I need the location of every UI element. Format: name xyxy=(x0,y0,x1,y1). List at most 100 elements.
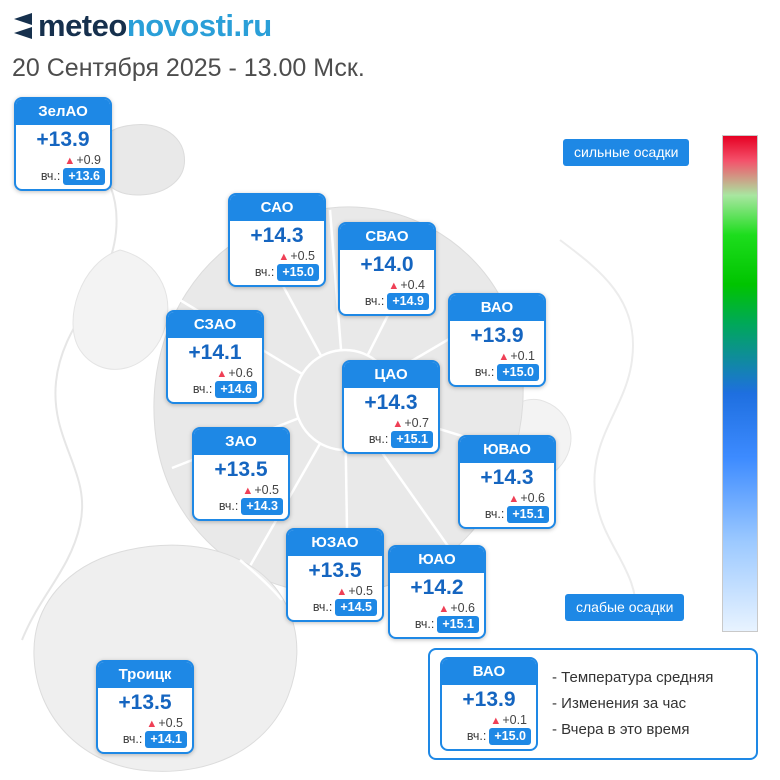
district-change-value: +0.1 xyxy=(510,349,535,363)
district-change: ▲+0.1 xyxy=(450,348,544,363)
district-change: ▲+0.1 xyxy=(442,712,536,727)
district-temp: +13.9 xyxy=(470,324,524,347)
district-change-value: +0.5 xyxy=(254,483,279,497)
yesterday-value: +13.6 xyxy=(63,168,105,185)
up-triangle-icon: ▲ xyxy=(508,493,520,505)
district-name: ЮАО xyxy=(390,547,484,573)
district-name: САО xyxy=(230,195,324,221)
district-temp: +13.9 xyxy=(36,128,90,151)
district-change-value: +0.6 xyxy=(228,366,253,380)
district-change: ▲+0.5 xyxy=(98,715,192,730)
district-card-vao: ВАО +13.9 ▲+0.1 вч.: +15.0 xyxy=(448,293,546,387)
district-temp: +14.1 xyxy=(188,341,242,364)
yesterday-value: +15.0 xyxy=(277,264,319,281)
yesterday-value: +14.1 xyxy=(145,731,187,748)
yesterday-label: вч.: xyxy=(40,169,61,183)
district-temp: +14.3 xyxy=(364,391,418,414)
up-triangle-icon: ▲ xyxy=(388,280,400,292)
district-name: ВАО xyxy=(450,295,544,321)
yesterday-value: +14.6 xyxy=(215,381,257,398)
legend-strong-precip-label: сильные осадки xyxy=(563,139,690,166)
yesterday-value: +14.9 xyxy=(387,293,429,310)
yesterday-label: вч.: xyxy=(312,600,333,614)
yesterday-value: +14.5 xyxy=(335,599,377,616)
legend-info-card: ВАО +13.9 ▲+0.1 вч.: +15.0 - Температура … xyxy=(428,648,758,760)
yesterday-label: вч.: xyxy=(466,729,487,743)
site-logo[interactable]: meteonovosti.ru xyxy=(12,8,365,44)
district-yesterday: вч.: +15.0 xyxy=(442,727,536,749)
district-change-value: +0.1 xyxy=(502,713,527,727)
district-change-value: +0.4 xyxy=(400,278,425,292)
district-temp: +14.0 xyxy=(360,253,414,276)
district-change-value: +0.6 xyxy=(520,491,545,505)
district-change-value: +0.5 xyxy=(348,584,373,598)
yesterday-value: +15.1 xyxy=(391,431,433,448)
district-yesterday: вч.: +14.3 xyxy=(194,497,288,519)
district-name: ЦАО xyxy=(344,362,438,388)
district-card-szao: СЗАО +14.1 ▲+0.6 вч.: +14.6 xyxy=(166,310,264,404)
district-name: ВАО xyxy=(442,659,536,685)
up-triangle-icon: ▲ xyxy=(216,368,228,380)
precip-intensity-scale xyxy=(722,135,758,632)
yesterday-label: вч.: xyxy=(254,265,275,279)
yesterday-label: вч.: xyxy=(368,432,389,446)
up-triangle-icon: ▲ xyxy=(146,718,158,730)
legend-line-yesterday: - Вчера в это время xyxy=(552,721,690,739)
district-temp: +14.3 xyxy=(250,224,304,247)
legend-explanations: - Температура средняя - Изменения за час… xyxy=(552,665,713,744)
district-temp: +14.3 xyxy=(480,466,534,489)
district-yesterday: вч.: +14.1 xyxy=(98,730,192,752)
district-yesterday: вч.: +13.6 xyxy=(16,167,110,189)
district-card-cao: ЦАО +14.3 ▲+0.7 вч.: +15.1 xyxy=(342,360,440,454)
district-temp: +13.5 xyxy=(214,458,268,481)
up-triangle-icon: ▲ xyxy=(278,251,290,263)
up-triangle-icon: ▲ xyxy=(490,715,502,727)
up-triangle-icon: ▲ xyxy=(392,418,404,430)
district-change: ▲+0.6 xyxy=(390,600,484,615)
district-change-value: +0.9 xyxy=(76,153,101,167)
district-temp: +13.9 xyxy=(462,688,516,711)
legend-line-temperature: - Температура средняя xyxy=(552,668,714,686)
district-change: ▲+0.6 xyxy=(460,490,554,505)
district-name: ЗАО xyxy=(194,429,288,455)
district-temp: +14.2 xyxy=(410,576,464,599)
district-change: ▲+0.5 xyxy=(194,482,288,497)
yesterday-value: +15.0 xyxy=(497,364,539,381)
yesterday-label: вч.: xyxy=(218,499,239,513)
district-card-yuao: ЮАО +14.2 ▲+0.6 вч.: +15.1 xyxy=(388,545,486,639)
district-change-value: +0.6 xyxy=(450,601,475,615)
yesterday-label: вч.: xyxy=(364,294,385,308)
yesterday-label: вч.: xyxy=(474,365,495,379)
up-triangle-icon: ▲ xyxy=(336,586,348,598)
district-card-svao: СВАО +14.0 ▲+0.4 вч.: +14.9 xyxy=(338,222,436,316)
yesterday-value: +15.1 xyxy=(437,616,479,633)
district-name: ЮВАО xyxy=(460,437,554,463)
site-header: meteonovosti.ru 20 Сентября 2025 - 13.00… xyxy=(12,8,365,83)
district-change: ▲+0.5 xyxy=(230,248,324,263)
district-change-value: +0.5 xyxy=(290,249,315,263)
up-triangle-icon: ▲ xyxy=(242,485,254,497)
district-card-sao: САО +14.3 ▲+0.5 вч.: +15.0 xyxy=(228,193,326,287)
district-name: ЮЗАО xyxy=(288,530,382,556)
district-yesterday: вч.: +15.1 xyxy=(390,615,484,637)
yesterday-label: вч.: xyxy=(192,382,213,396)
yesterday-value: +15.0 xyxy=(489,728,531,745)
up-triangle-icon: ▲ xyxy=(64,155,76,167)
logo-text-novosti: novosti.ru xyxy=(126,8,272,43)
up-triangle-icon: ▲ xyxy=(438,603,450,615)
up-triangle-icon: ▲ xyxy=(498,351,510,363)
district-yesterday: вч.: +15.1 xyxy=(460,505,554,527)
district-temp: +13.5 xyxy=(118,691,172,714)
district-yesterday: вч.: +15.0 xyxy=(230,263,324,285)
legend-line-hourly-change: - Изменения за час xyxy=(552,694,687,712)
district-yesterday: вч.: +14.5 xyxy=(288,598,382,620)
district-change: ▲+0.7 xyxy=(344,415,438,430)
yesterday-label: вч.: xyxy=(414,617,435,631)
district-yesterday: вч.: +15.1 xyxy=(344,430,438,452)
yesterday-label: вч.: xyxy=(122,732,143,746)
date-heading: 20 Сентября 2025 - 13.00 Мск. xyxy=(12,54,365,82)
district-change: ▲+0.4 xyxy=(340,277,434,292)
district-name: ЗелАО xyxy=(16,99,110,125)
district-yesterday: вч.: +15.0 xyxy=(450,363,544,385)
